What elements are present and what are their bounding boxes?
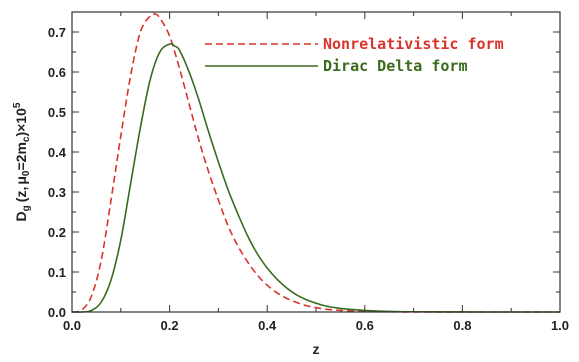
- y-tick-label: 0.1: [48, 265, 66, 280]
- y-label-sup: 5: [12, 102, 23, 108]
- x-tick-label: 0.4: [258, 318, 277, 333]
- y-label-eq: =2m: [13, 142, 29, 170]
- series-line-2: [71, 42, 561, 313]
- y-tick-label: 0.5: [48, 105, 66, 120]
- y-axis-label: Dg (z, μ0=2mc)×105: [12, 102, 32, 221]
- x-axis-label: z: [313, 341, 320, 357]
- y-label-main: D: [13, 211, 29, 221]
- y-label-sub-0: 0: [21, 170, 32, 176]
- series-line-1: [71, 12, 560, 313]
- x-tick-label: 1.0: [551, 318, 569, 333]
- series-layer: [71, 12, 561, 313]
- y-tick-label: 0.2: [48, 225, 66, 240]
- y-tick-label: 0.3: [48, 185, 66, 200]
- legend: Nonrelativistic form Dirac Delta form: [205, 35, 504, 75]
- y-tick-label: 0.7: [48, 25, 66, 40]
- legend-label-1: Nonrelativistic form: [323, 35, 504, 53]
- y-label-args-open: (z,: [13, 187, 29, 203]
- x-tick-label: 0.2: [161, 318, 179, 333]
- plot-frame: [71, 11, 561, 313]
- y-label-sub-c: c: [21, 136, 32, 142]
- x-tick-label: 0.0: [63, 318, 81, 333]
- legend-label-2: Dirac Delta form: [323, 57, 468, 75]
- ticks-layer: 0.0 0.2 0.4 0.6 0.8 1.0 0.0 0.1 0.2 0.3 0.4 0.5 0.6 0…: [48, 11, 569, 333]
- x-tick-label: 0.6: [356, 318, 374, 333]
- y-label-args-close: )×10: [13, 108, 29, 137]
- y-label-mu: μ: [13, 176, 29, 185]
- x-tick-label: 0.8: [453, 318, 471, 333]
- y-tick-label: 0.4: [48, 145, 67, 160]
- y-tick-label: 0.6: [48, 65, 66, 80]
- y-label-sub-g: g: [21, 205, 32, 211]
- y-tick-label: 0.0: [48, 305, 66, 320]
